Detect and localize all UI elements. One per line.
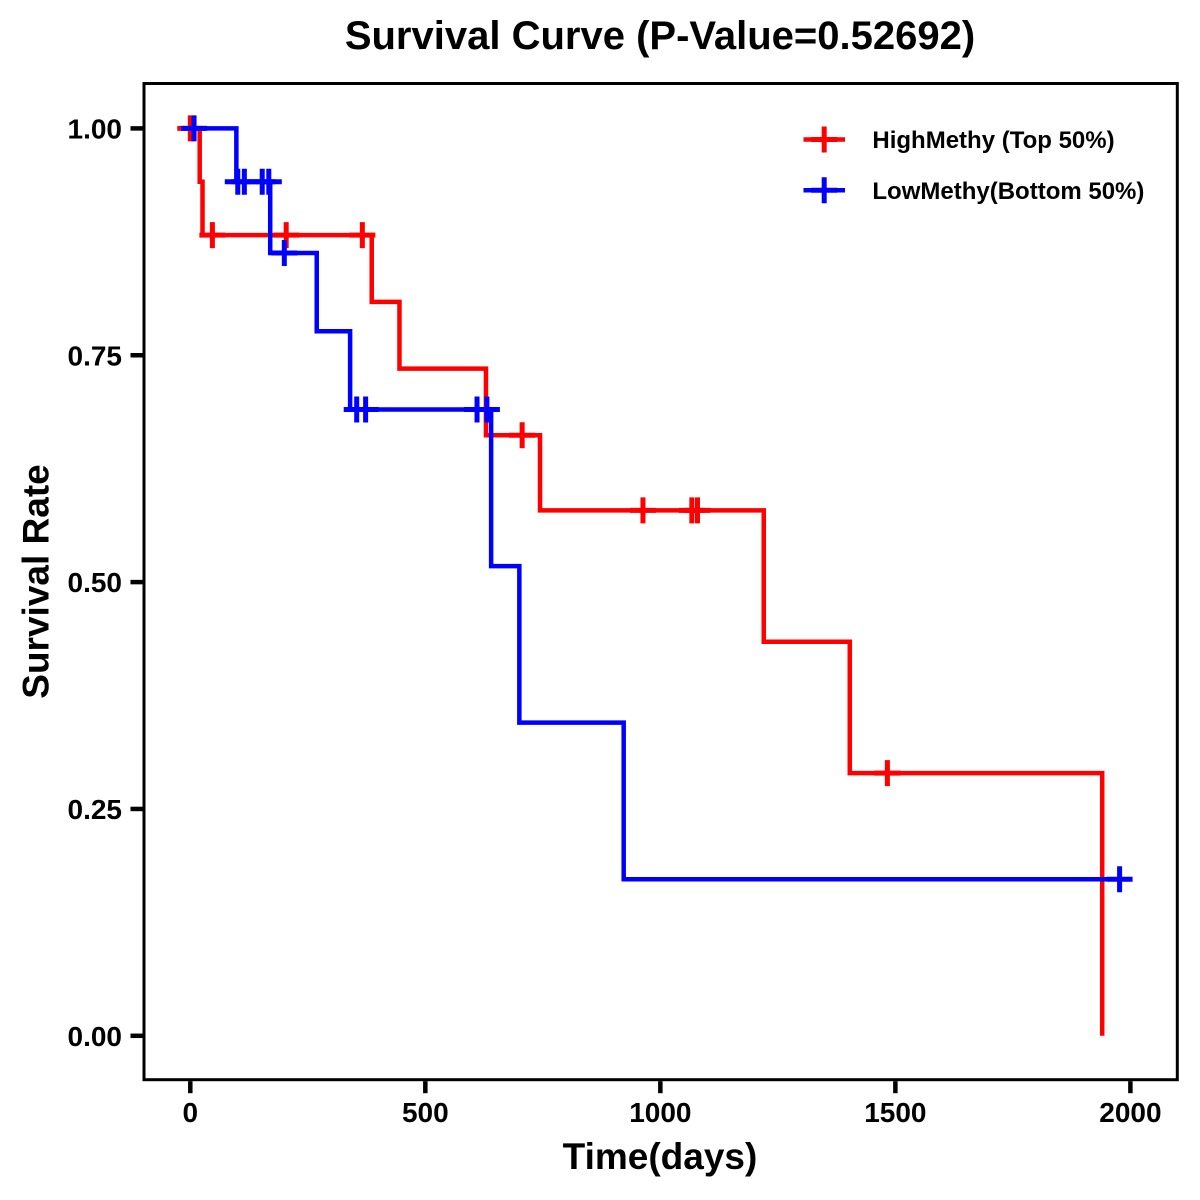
censor-plus-icon — [255, 168, 282, 195]
censor-plus-icon — [629, 497, 656, 524]
x-tick-label: 2000 — [1099, 1097, 1161, 1128]
y-tick-label: 0.00 — [68, 1021, 123, 1052]
survival-curve-highmethy — [190, 126, 1105, 1036]
censor-plus-icon — [271, 239, 298, 266]
legend-item-label: LowMethy(Bottom 50%) — [872, 178, 1144, 205]
plot-frame — [142, 82, 1179, 1082]
censor-plus-icon — [199, 222, 226, 249]
x-tick-label: 500 — [402, 1097, 449, 1128]
censor-plus-icon — [1106, 866, 1133, 893]
survival-curve-lowmethy — [190, 126, 1120, 882]
y-axis-ticks: 0.00 0.25 0.50 0.75 1.00 — [68, 113, 143, 1052]
censor-plus-icon — [352, 396, 379, 423]
x-tick-label: 1000 — [629, 1097, 691, 1128]
legend-plus-icon — [811, 177, 838, 204]
legend: HighMethy (Top 50%) LowMethy(Bottom 50%) — [803, 126, 1144, 205]
y-axis-label: Survival Rate — [16, 464, 57, 698]
x-axis-label: Time(days) — [563, 1136, 758, 1177]
legend-item-label: HighMethy (Top 50%) — [872, 127, 1114, 154]
x-tick-label: 0 — [183, 1097, 199, 1128]
y-tick-label: 0.50 — [68, 567, 123, 598]
chart-title: Survival Curve (P-Value=0.52692) — [345, 14, 975, 58]
y-tick-label: 0.75 — [68, 340, 123, 371]
y-tick-label: 0.25 — [68, 794, 123, 825]
censor-plus-icon — [684, 497, 711, 524]
censor-plus-icon — [181, 115, 208, 142]
censor-marks-highmethy — [177, 115, 901, 787]
censor-plus-icon — [509, 422, 536, 449]
censor-plus-icon — [473, 396, 500, 423]
legend-item-lowmethy: LowMethy(Bottom 50%) — [803, 177, 1144, 205]
x-tick-label: 1500 — [864, 1097, 926, 1128]
censor-plus-icon — [349, 222, 376, 249]
censor-marks-lowmethy — [181, 115, 1133, 893]
censor-plus-icon — [874, 760, 901, 787]
y-tick-label: 1.00 — [68, 113, 123, 144]
legend-item-highmethy: HighMethy (Top 50%) — [803, 126, 1115, 154]
x-axis-ticks: 0 500 1000 1500 2000 — [183, 1081, 1162, 1128]
survival-curves — [177, 115, 1133, 1036]
legend-plus-icon — [811, 126, 838, 153]
